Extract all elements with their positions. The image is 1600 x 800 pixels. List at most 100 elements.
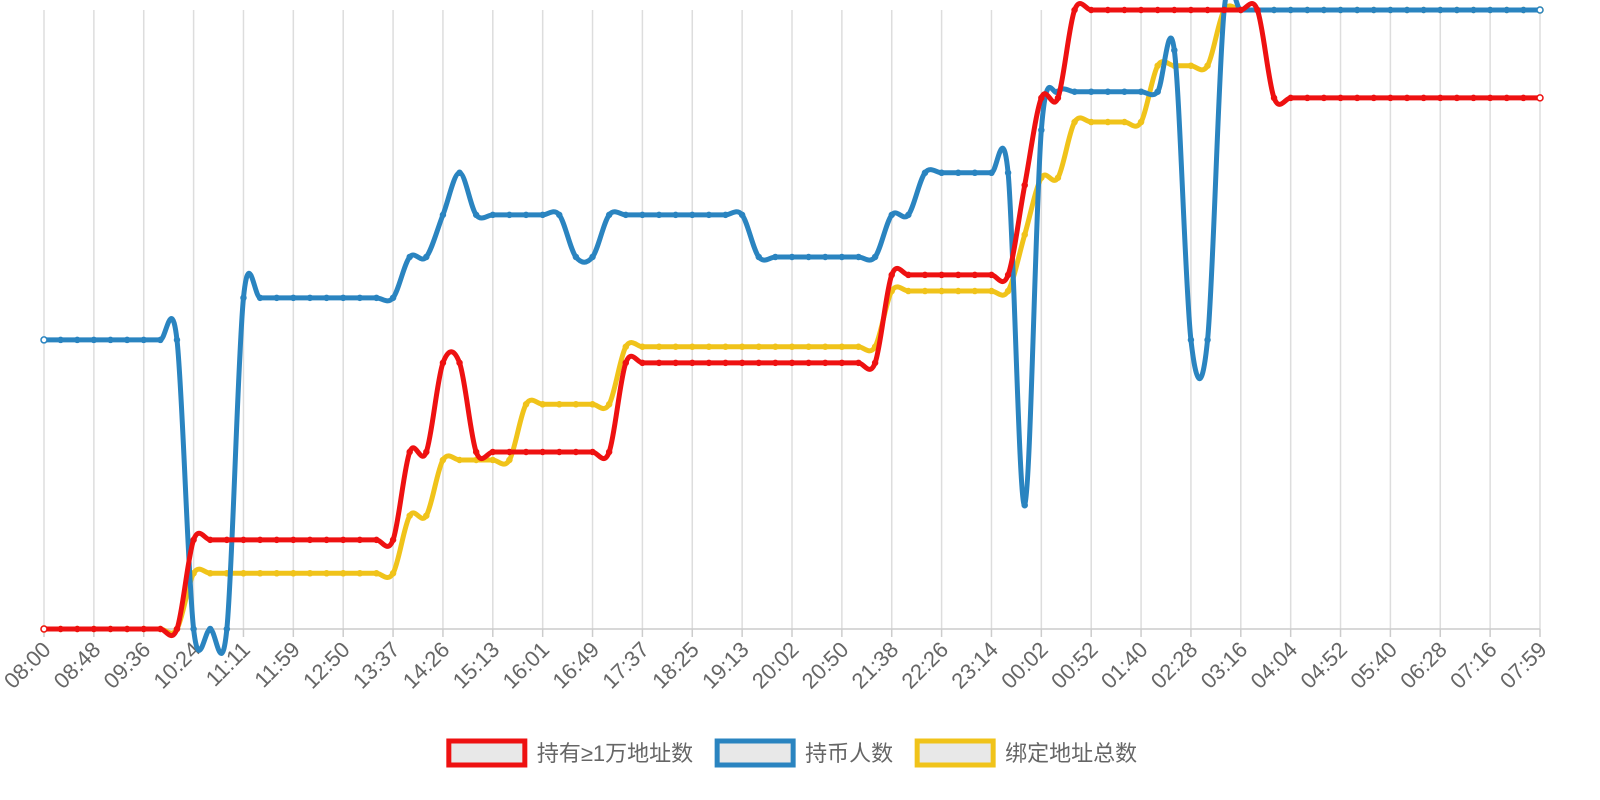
data-point [622, 211, 630, 219]
data-point [339, 570, 347, 577]
x-tick-label: 04:04 [1246, 637, 1303, 694]
data-point [173, 336, 181, 344]
x-tick-label: 00:52 [1046, 637, 1103, 694]
data-point [423, 512, 430, 519]
data-point [888, 211, 895, 219]
data-point [805, 343, 812, 350]
data-point [622, 359, 630, 367]
data-point [755, 359, 763, 367]
data-point [838, 343, 846, 350]
data-point [356, 536, 364, 544]
data-point [339, 536, 347, 544]
x-tick-label: 01:40 [1096, 637, 1153, 694]
x-tick-label: 19:13 [697, 637, 754, 694]
data-point [971, 271, 979, 279]
data-point [1171, 6, 1178, 14]
data-point [472, 448, 480, 456]
legend-swatch [914, 738, 996, 768]
data-point [1154, 62, 1161, 69]
data-point [556, 448, 563, 456]
data-point [772, 253, 779, 261]
data-point [439, 211, 447, 219]
data-point [905, 211, 912, 219]
data-point [1237, 6, 1245, 14]
data-point [489, 448, 497, 456]
legend-swatch [446, 738, 528, 768]
data-point [938, 271, 945, 279]
data-point [1038, 94, 1045, 102]
x-tick-label: 08:48 [49, 637, 106, 694]
data-point [157, 336, 164, 344]
x-tick-label: 22:26 [897, 637, 954, 694]
x-tick-label: 16:49 [547, 637, 604, 694]
data-point [556, 211, 563, 219]
x-tick-label: 15:13 [448, 637, 505, 694]
data-point [1087, 6, 1095, 14]
data-point [290, 536, 297, 544]
data-point [406, 512, 413, 519]
data-point [988, 287, 995, 295]
x-tick-label: 16:01 [498, 637, 555, 694]
data-point [689, 359, 696, 367]
data-point [40, 336, 48, 344]
data-point [1370, 94, 1378, 102]
data-point [1204, 6, 1211, 14]
data-point [605, 448, 613, 456]
data-point [705, 343, 713, 350]
data-point [1370, 6, 1378, 14]
data-point [705, 211, 713, 219]
data-point [1353, 94, 1361, 102]
data-point [373, 294, 380, 302]
data-point [323, 294, 330, 302]
data-point [1470, 94, 1477, 102]
x-tick-label: 13:37 [348, 637, 405, 694]
data-point [389, 294, 397, 302]
data-point [1054, 94, 1062, 102]
data-point [921, 169, 929, 177]
data-point [1071, 118, 1078, 126]
data-point [722, 343, 729, 350]
data-point [589, 448, 596, 456]
data-point [1121, 88, 1128, 95]
data-point [206, 536, 214, 544]
data-point [323, 536, 330, 544]
data-point [639, 211, 646, 219]
data-point [306, 536, 314, 544]
data-point [755, 343, 763, 350]
data-point [1187, 336, 1195, 344]
data-point [1453, 94, 1461, 102]
data-point [1437, 6, 1444, 14]
data-point [1054, 174, 1062, 181]
data-point [772, 359, 779, 367]
data-point [273, 570, 280, 577]
data-point [938, 287, 945, 295]
data-point [1187, 62, 1195, 69]
data-point [1353, 6, 1361, 14]
data-point [888, 271, 895, 279]
data-point [1004, 287, 1012, 295]
data-point [722, 211, 729, 219]
data-point [988, 169, 995, 177]
data-point [1254, 6, 1261, 14]
data-point [1137, 118, 1145, 126]
data-point [855, 343, 862, 350]
data-point [738, 359, 746, 367]
data-point [306, 294, 314, 302]
data-point [954, 169, 962, 177]
data-point [123, 336, 131, 344]
legend-label: 绑定地址总数 [1005, 741, 1137, 766]
data-point [1437, 94, 1444, 102]
data-point [755, 253, 763, 261]
data-point [921, 287, 929, 295]
data-point [1470, 6, 1477, 14]
data-point [1270, 6, 1278, 14]
x-tick-label: 03:16 [1196, 637, 1253, 694]
data-point [1453, 6, 1461, 14]
data-point [622, 343, 630, 350]
data-point [1287, 94, 1294, 102]
data-point [905, 287, 912, 295]
x-tick-label: 21:38 [847, 637, 904, 694]
data-point [522, 211, 530, 219]
data-point [140, 336, 147, 344]
data-point [539, 401, 546, 408]
